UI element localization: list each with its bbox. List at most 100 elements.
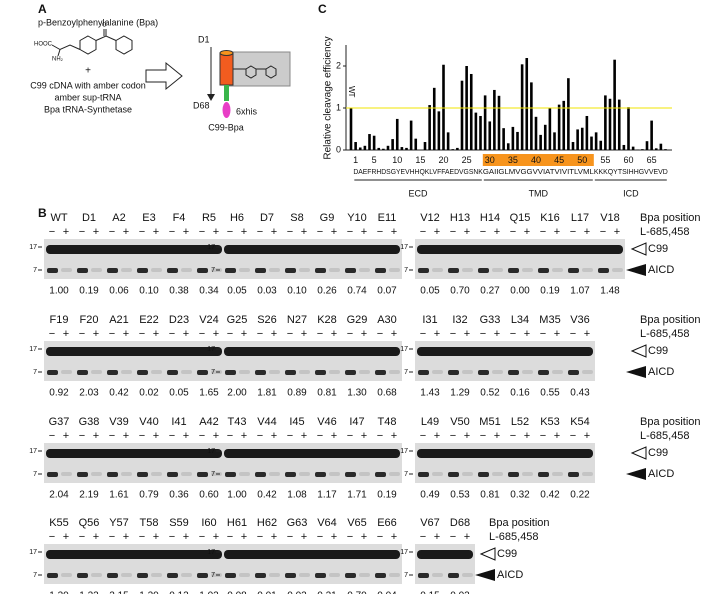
efficiency-value: 0.06 bbox=[109, 286, 129, 297]
mw-marker: 7 bbox=[404, 267, 408, 274]
lane-sign: − bbox=[199, 328, 205, 340]
aicd-band bbox=[107, 573, 118, 578]
bar bbox=[585, 115, 589, 150]
compound-name: p-Benzoylphenylalanine (Bpa) bbox=[38, 17, 158, 27]
aicd-band bbox=[389, 472, 400, 476]
region-label: TMD bbox=[529, 188, 549, 198]
aicd-band bbox=[478, 472, 489, 477]
x-tick-label: 10 bbox=[392, 155, 402, 165]
y-axis-label: Relative cleavage efficiency bbox=[323, 36, 334, 159]
efficiency-value: 0.05 bbox=[169, 388, 189, 399]
aicd-band bbox=[359, 573, 370, 577]
bar bbox=[613, 59, 616, 151]
mutant-label: E3 bbox=[142, 212, 155, 224]
bar bbox=[493, 89, 496, 150]
efficiency-value: 0.15 bbox=[420, 591, 440, 594]
aicd-band bbox=[448, 573, 459, 578]
bar bbox=[391, 139, 394, 150]
mutant-label: E22 bbox=[139, 314, 159, 326]
mutant-label: N27 bbox=[287, 314, 307, 326]
efficiency-value: 1.30 bbox=[347, 388, 367, 399]
aicd-band bbox=[107, 472, 118, 477]
aicd-band bbox=[239, 573, 250, 577]
efficiency-value: 2.04 bbox=[49, 490, 69, 501]
c-terminus: D68 bbox=[193, 100, 210, 110]
aicd-band bbox=[91, 573, 102, 577]
bar bbox=[428, 105, 431, 150]
aicd-band bbox=[121, 472, 132, 476]
lane-sign: + bbox=[183, 328, 189, 340]
mutant-label: K54 bbox=[570, 416, 590, 428]
aicd-band bbox=[167, 268, 178, 273]
lane-sign: − bbox=[540, 328, 546, 340]
mutant-label: I47 bbox=[349, 416, 364, 428]
bar bbox=[548, 108, 552, 150]
aicd-band bbox=[77, 268, 88, 273]
lane-sign: + bbox=[63, 531, 69, 543]
efficiency-value: 1.08 bbox=[287, 490, 307, 501]
lane-sign: − bbox=[287, 328, 293, 340]
lane-sign: + bbox=[271, 430, 277, 442]
mw-marker: 7 bbox=[33, 267, 37, 274]
efficiency-value: 0.60 bbox=[199, 490, 219, 501]
lane-sign: + bbox=[241, 328, 247, 340]
lane-sign: + bbox=[213, 531, 219, 543]
aicd-band bbox=[299, 472, 310, 476]
lane-sign: − bbox=[199, 430, 205, 442]
mw-marker: 17 bbox=[207, 448, 215, 455]
mw-marker: 7 bbox=[404, 471, 408, 478]
mutant-label: V40 bbox=[139, 416, 159, 428]
component: Bpa tRNA-Synthetase bbox=[44, 104, 132, 114]
x-tick-label: 5 bbox=[372, 155, 377, 165]
component: amber sup-tRNA bbox=[54, 92, 121, 102]
lane-sign: + bbox=[614, 226, 620, 238]
c99-band bbox=[46, 550, 222, 559]
mutant-label: R5 bbox=[202, 212, 216, 224]
aicd-band bbox=[61, 268, 72, 272]
bar bbox=[599, 140, 603, 150]
mw-marker: 17 bbox=[207, 346, 215, 353]
efficiency-value: 0.42 bbox=[540, 490, 560, 501]
legend-aicd: AICD bbox=[497, 569, 523, 581]
mw-marker: 17 bbox=[207, 549, 215, 556]
legend-marker bbox=[630, 344, 647, 358]
aicd-band bbox=[478, 370, 489, 375]
lane-sign: − bbox=[377, 531, 383, 543]
aicd-band bbox=[315, 268, 326, 273]
aicd-band bbox=[345, 472, 356, 477]
efficiency-value: 0.32 bbox=[510, 490, 530, 501]
mutant-label: V50 bbox=[450, 416, 470, 428]
legend-c99: C99 bbox=[648, 243, 668, 255]
efficiency-value: 0.12 bbox=[169, 591, 189, 594]
c99-band bbox=[417, 245, 623, 254]
efficiency-value: 0.08 bbox=[227, 591, 247, 594]
efficiency-value: 0.07 bbox=[377, 286, 397, 297]
aicd-band bbox=[418, 370, 429, 375]
aicd-band bbox=[107, 268, 118, 273]
legend-position: Bpa position bbox=[640, 416, 701, 428]
lane-sign: − bbox=[169, 430, 175, 442]
bar bbox=[594, 132, 598, 150]
aicd-band bbox=[255, 472, 266, 477]
efficiency-value: 0.00 bbox=[510, 286, 530, 297]
lane-sign: + bbox=[434, 430, 440, 442]
lane-sign: + bbox=[554, 430, 560, 442]
aicd-band bbox=[329, 472, 340, 476]
efficiency-value: 0.89 bbox=[287, 388, 307, 399]
mutant-label: G25 bbox=[227, 314, 248, 326]
aicd-band bbox=[462, 573, 473, 577]
lane-sign: + bbox=[63, 328, 69, 340]
bar bbox=[479, 115, 482, 150]
bar bbox=[543, 124, 547, 150]
efficiency-value: 0.02 bbox=[139, 388, 159, 399]
aicd-band bbox=[552, 268, 563, 272]
lane-sign: + bbox=[464, 226, 470, 238]
aicd-band bbox=[552, 472, 563, 476]
efficiency-value: 0.04 bbox=[377, 591, 397, 594]
lane-sign: − bbox=[510, 430, 516, 442]
legend-marker bbox=[475, 569, 495, 581]
aicd-band bbox=[239, 268, 250, 272]
aicd-band bbox=[91, 370, 102, 374]
aicd-band bbox=[107, 370, 118, 375]
panel-label: C bbox=[318, 2, 327, 16]
